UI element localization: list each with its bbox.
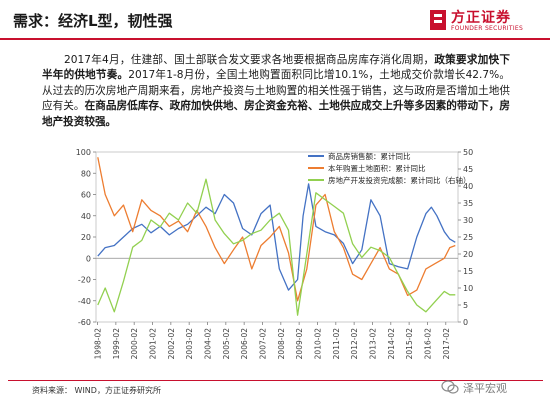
body-text-2-bold: 政策要求加快下半年的供地节奏。 (42, 54, 510, 82)
x-axis-label: 2013-02 (368, 328, 377, 360)
x-axis-label: 2005-02 (222, 328, 231, 360)
x-axis-label: 2015-02 (405, 328, 414, 360)
left-axis-label: 20 (81, 233, 91, 242)
body-paragraph: 2017年4月，住建部、国土部联合发文要求各地要根据商品房库存消化周期，政策要求… (42, 53, 510, 130)
x-axis-label: 2011-02 (332, 328, 341, 360)
chart-container: 100 80 60 40 20 0 -20 -40 -60 50 45 40 35 30 25 20 15 10 5… (66, 144, 490, 380)
body-text-3: 2017年1-8月份，全国土地购置面积同比增10.1%，土地成交价款增长42.7… (42, 69, 511, 113)
x-axis-label: 2004-02 (204, 328, 213, 360)
x-axis-label: 2016-02 (423, 328, 432, 360)
legend-label-1: 商品房销售额：累计同比 (328, 151, 411, 161)
left-axis-label: 60 (81, 191, 91, 200)
slide-header: 需求：经济L型，韧性强 方正证券 FOUNDER SECURITIES (0, 0, 550, 44)
brand-logo: 方正证券 FOUNDER SECURITIES (429, 6, 543, 34)
right-axis-label: 5 (463, 301, 468, 310)
left-axis-label: -20 (78, 276, 91, 285)
x-axis-label: 2017-02 (442, 328, 451, 360)
left-axis-label: 80 (81, 169, 91, 178)
x-axis-label: 2002-02 (167, 328, 176, 360)
wechat-icon (441, 380, 459, 394)
brand-name: 方正证券 (451, 10, 511, 26)
right-axis-label: 15 (463, 267, 473, 276)
right-axis-label: 25 (463, 233, 473, 242)
header-divider (0, 38, 550, 40)
x-axis-label: 2008-02 (277, 328, 286, 360)
series-line-3 (97, 178, 456, 316)
watermark-text: 泽平宏观 (463, 382, 507, 395)
x-axis-label: 2009-02 (295, 328, 304, 360)
x-axis-label: 2014-02 (387, 328, 396, 360)
right-axis-label: 45 (463, 165, 473, 174)
x-axis-label: 2000-02 (130, 328, 139, 360)
right-axis-label: 50 (463, 148, 473, 157)
left-axis-label: 0 (86, 254, 91, 263)
brand-subtitle: FOUNDER SECURITIES (451, 25, 524, 32)
legend-label-2: 本年购置土地面积：累计同比 (328, 163, 426, 173)
right-axis-label: 20 (463, 250, 473, 259)
right-axis-label: 40 (463, 182, 473, 191)
x-axis-label: 2010-02 (313, 328, 322, 360)
source-note: 资料来源： WIND，方正证券研究所 (32, 386, 161, 395)
right-axis-label: 0 (463, 318, 468, 327)
left-axis-label: 100 (76, 148, 91, 157)
right-axis-label: 10 (463, 284, 473, 293)
brand-mark-icon (430, 10, 446, 30)
x-axis-label: 2001-02 (149, 328, 158, 360)
x-axis-label: 1998-02 (94, 328, 103, 360)
footer-divider (8, 380, 543, 381)
left-axis-label: -60 (78, 318, 91, 327)
slide-title: 需求：经济L型，韧性强 (13, 12, 173, 30)
body-text-4-bold: 在商品房低库存、政府加快供地、房企资金充裕、土地供应成交上升等多因素的带动下，房… (42, 100, 511, 128)
x-axis-label: 2006-02 (240, 328, 249, 360)
series-line-1 (97, 183, 456, 291)
x-axis-label: 2012-02 (350, 328, 359, 360)
x-axis-label: 2003-02 (185, 328, 194, 360)
left-axis-label: -40 (78, 297, 91, 306)
left-axis-label: 40 (81, 212, 91, 221)
right-axis-label: 30 (463, 216, 473, 225)
body-text-1: 2017年4月，住建部、国土部联合发文要求各地要根据商品房库存消化周期， (64, 54, 435, 66)
x-axis-label: 1999-02 (112, 328, 121, 360)
x-axis-label: 2007-02 (258, 328, 267, 360)
right-axis-label: 35 (463, 199, 473, 208)
legend-label-3: 房地产开发投资完成额：累计同比（右轴） (328, 175, 471, 185)
line-chart: 100806040200-20-40-605045403530252015105… (76, 148, 473, 360)
